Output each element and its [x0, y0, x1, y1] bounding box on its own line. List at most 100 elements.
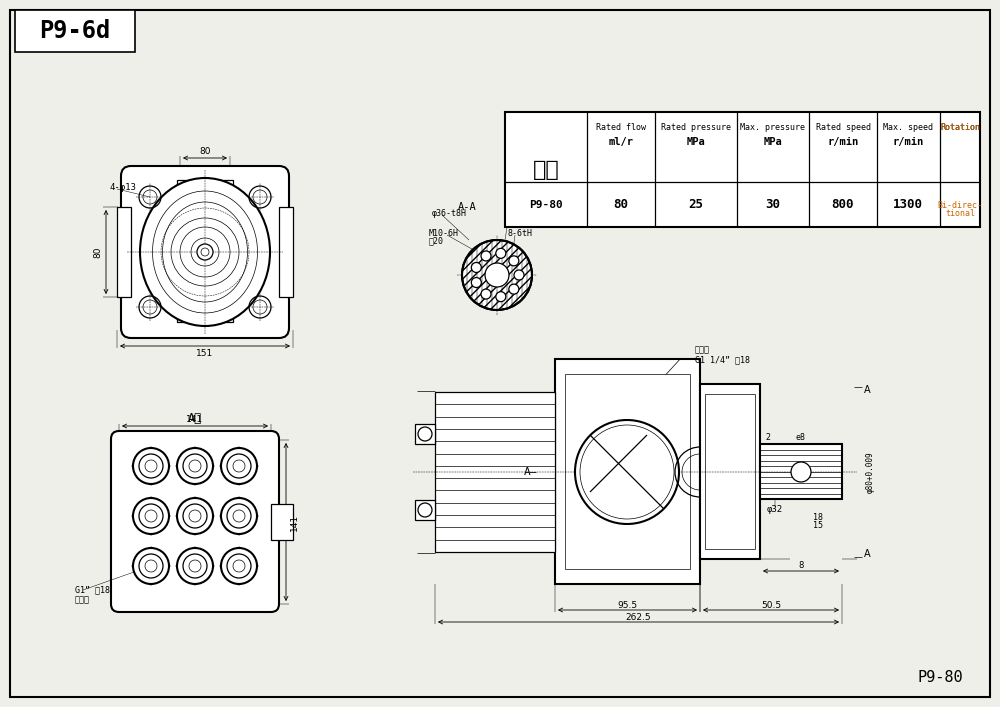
- Text: G1 1/4” 管18: G1 1/4” 管18: [695, 356, 750, 365]
- Circle shape: [791, 462, 811, 482]
- Bar: [271, 504, 293, 540]
- Circle shape: [481, 289, 491, 299]
- Text: 1300: 1300: [893, 199, 923, 211]
- Text: ml/r: ml/r: [608, 137, 634, 147]
- Bar: [415, 500, 435, 520]
- FancyBboxPatch shape: [111, 431, 279, 612]
- Circle shape: [189, 460, 201, 472]
- Text: Rotation: Rotation: [940, 124, 980, 132]
- Text: M10-6H: M10-6H: [429, 228, 459, 238]
- Text: 进油口: 进油口: [695, 346, 710, 354]
- Text: P9-6d: P9-6d: [39, 19, 111, 43]
- Bar: [705, 394, 755, 549]
- Bar: [117, 207, 131, 297]
- Text: Rotation: Rotation: [940, 124, 980, 132]
- Text: 深20: 深20: [429, 237, 444, 245]
- Circle shape: [197, 244, 213, 260]
- Circle shape: [227, 454, 251, 478]
- Text: MPa: MPa: [687, 137, 705, 147]
- Bar: [435, 392, 555, 552]
- Text: G1” 管18: G1” 管18: [75, 585, 110, 595]
- Text: 80: 80: [199, 146, 211, 156]
- Text: 95.5: 95.5: [617, 600, 638, 609]
- Bar: [565, 374, 690, 569]
- Circle shape: [575, 420, 679, 524]
- Text: Rated flow: Rated flow: [596, 124, 646, 132]
- Circle shape: [189, 510, 201, 522]
- Text: P9-80: P9-80: [917, 670, 963, 684]
- Circle shape: [145, 460, 157, 472]
- Circle shape: [233, 510, 245, 522]
- Text: 141: 141: [290, 513, 298, 530]
- Circle shape: [133, 498, 169, 534]
- Text: 50.5: 50.5: [761, 600, 781, 609]
- Circle shape: [227, 554, 251, 578]
- Text: φ36-t8H: φ36-t8H: [432, 209, 467, 218]
- Circle shape: [514, 270, 524, 280]
- Circle shape: [227, 504, 251, 528]
- Ellipse shape: [162, 202, 248, 302]
- Bar: [760, 444, 842, 499]
- Text: 25: 25: [688, 199, 704, 211]
- Text: MPa: MPa: [764, 137, 782, 147]
- Circle shape: [201, 248, 209, 256]
- Text: Max. speed: Max. speed: [883, 124, 933, 132]
- Text: 4-φ13: 4-φ13: [110, 182, 137, 192]
- Circle shape: [221, 448, 257, 484]
- Circle shape: [145, 510, 157, 522]
- Text: A: A: [864, 549, 871, 559]
- Circle shape: [509, 256, 519, 266]
- Bar: [505, 112, 980, 227]
- Text: 18: 18: [813, 513, 823, 522]
- Text: 8: 8: [798, 561, 804, 571]
- Circle shape: [233, 560, 245, 572]
- Ellipse shape: [152, 191, 258, 313]
- Text: 151: 151: [196, 349, 214, 358]
- Text: φ32: φ32: [767, 505, 783, 513]
- Circle shape: [418, 427, 432, 441]
- Bar: [700, 384, 760, 559]
- Text: 30: 30: [766, 199, 780, 211]
- Circle shape: [133, 448, 169, 484]
- Circle shape: [471, 262, 481, 272]
- FancyBboxPatch shape: [121, 166, 289, 338]
- Circle shape: [471, 278, 481, 288]
- Text: 80: 80: [94, 246, 103, 258]
- Circle shape: [183, 504, 207, 528]
- Circle shape: [481, 251, 491, 261]
- Text: Rated pressure: Rated pressure: [661, 124, 731, 132]
- Circle shape: [221, 498, 257, 534]
- Text: 800: 800: [832, 199, 854, 211]
- Circle shape: [485, 263, 509, 287]
- Circle shape: [496, 292, 506, 302]
- Text: A: A: [864, 385, 871, 395]
- Circle shape: [509, 284, 519, 294]
- Bar: [555, 359, 700, 584]
- Bar: [279, 207, 293, 297]
- Text: A向: A向: [188, 411, 202, 424]
- Circle shape: [139, 504, 163, 528]
- Text: e8: e8: [796, 433, 806, 441]
- Circle shape: [418, 503, 432, 517]
- Text: 80: 80: [614, 199, 629, 211]
- Text: Max. pressure: Max. pressure: [740, 124, 806, 132]
- Circle shape: [177, 548, 213, 584]
- Circle shape: [139, 554, 163, 578]
- Circle shape: [177, 498, 213, 534]
- Text: P9-80: P9-80: [529, 200, 563, 210]
- Bar: [415, 424, 435, 444]
- Circle shape: [496, 248, 506, 258]
- Text: 262.5: 262.5: [626, 612, 651, 621]
- Circle shape: [221, 548, 257, 584]
- Circle shape: [177, 448, 213, 484]
- Circle shape: [462, 240, 532, 310]
- Text: tional: tional: [945, 209, 975, 218]
- Circle shape: [580, 425, 674, 519]
- Circle shape: [183, 454, 207, 478]
- Text: φ32: φ32: [505, 209, 520, 218]
- Text: A-A: A-A: [458, 202, 476, 212]
- Circle shape: [233, 460, 245, 472]
- Text: Rated speed: Rated speed: [816, 124, 870, 132]
- Circle shape: [139, 454, 163, 478]
- Circle shape: [145, 560, 157, 572]
